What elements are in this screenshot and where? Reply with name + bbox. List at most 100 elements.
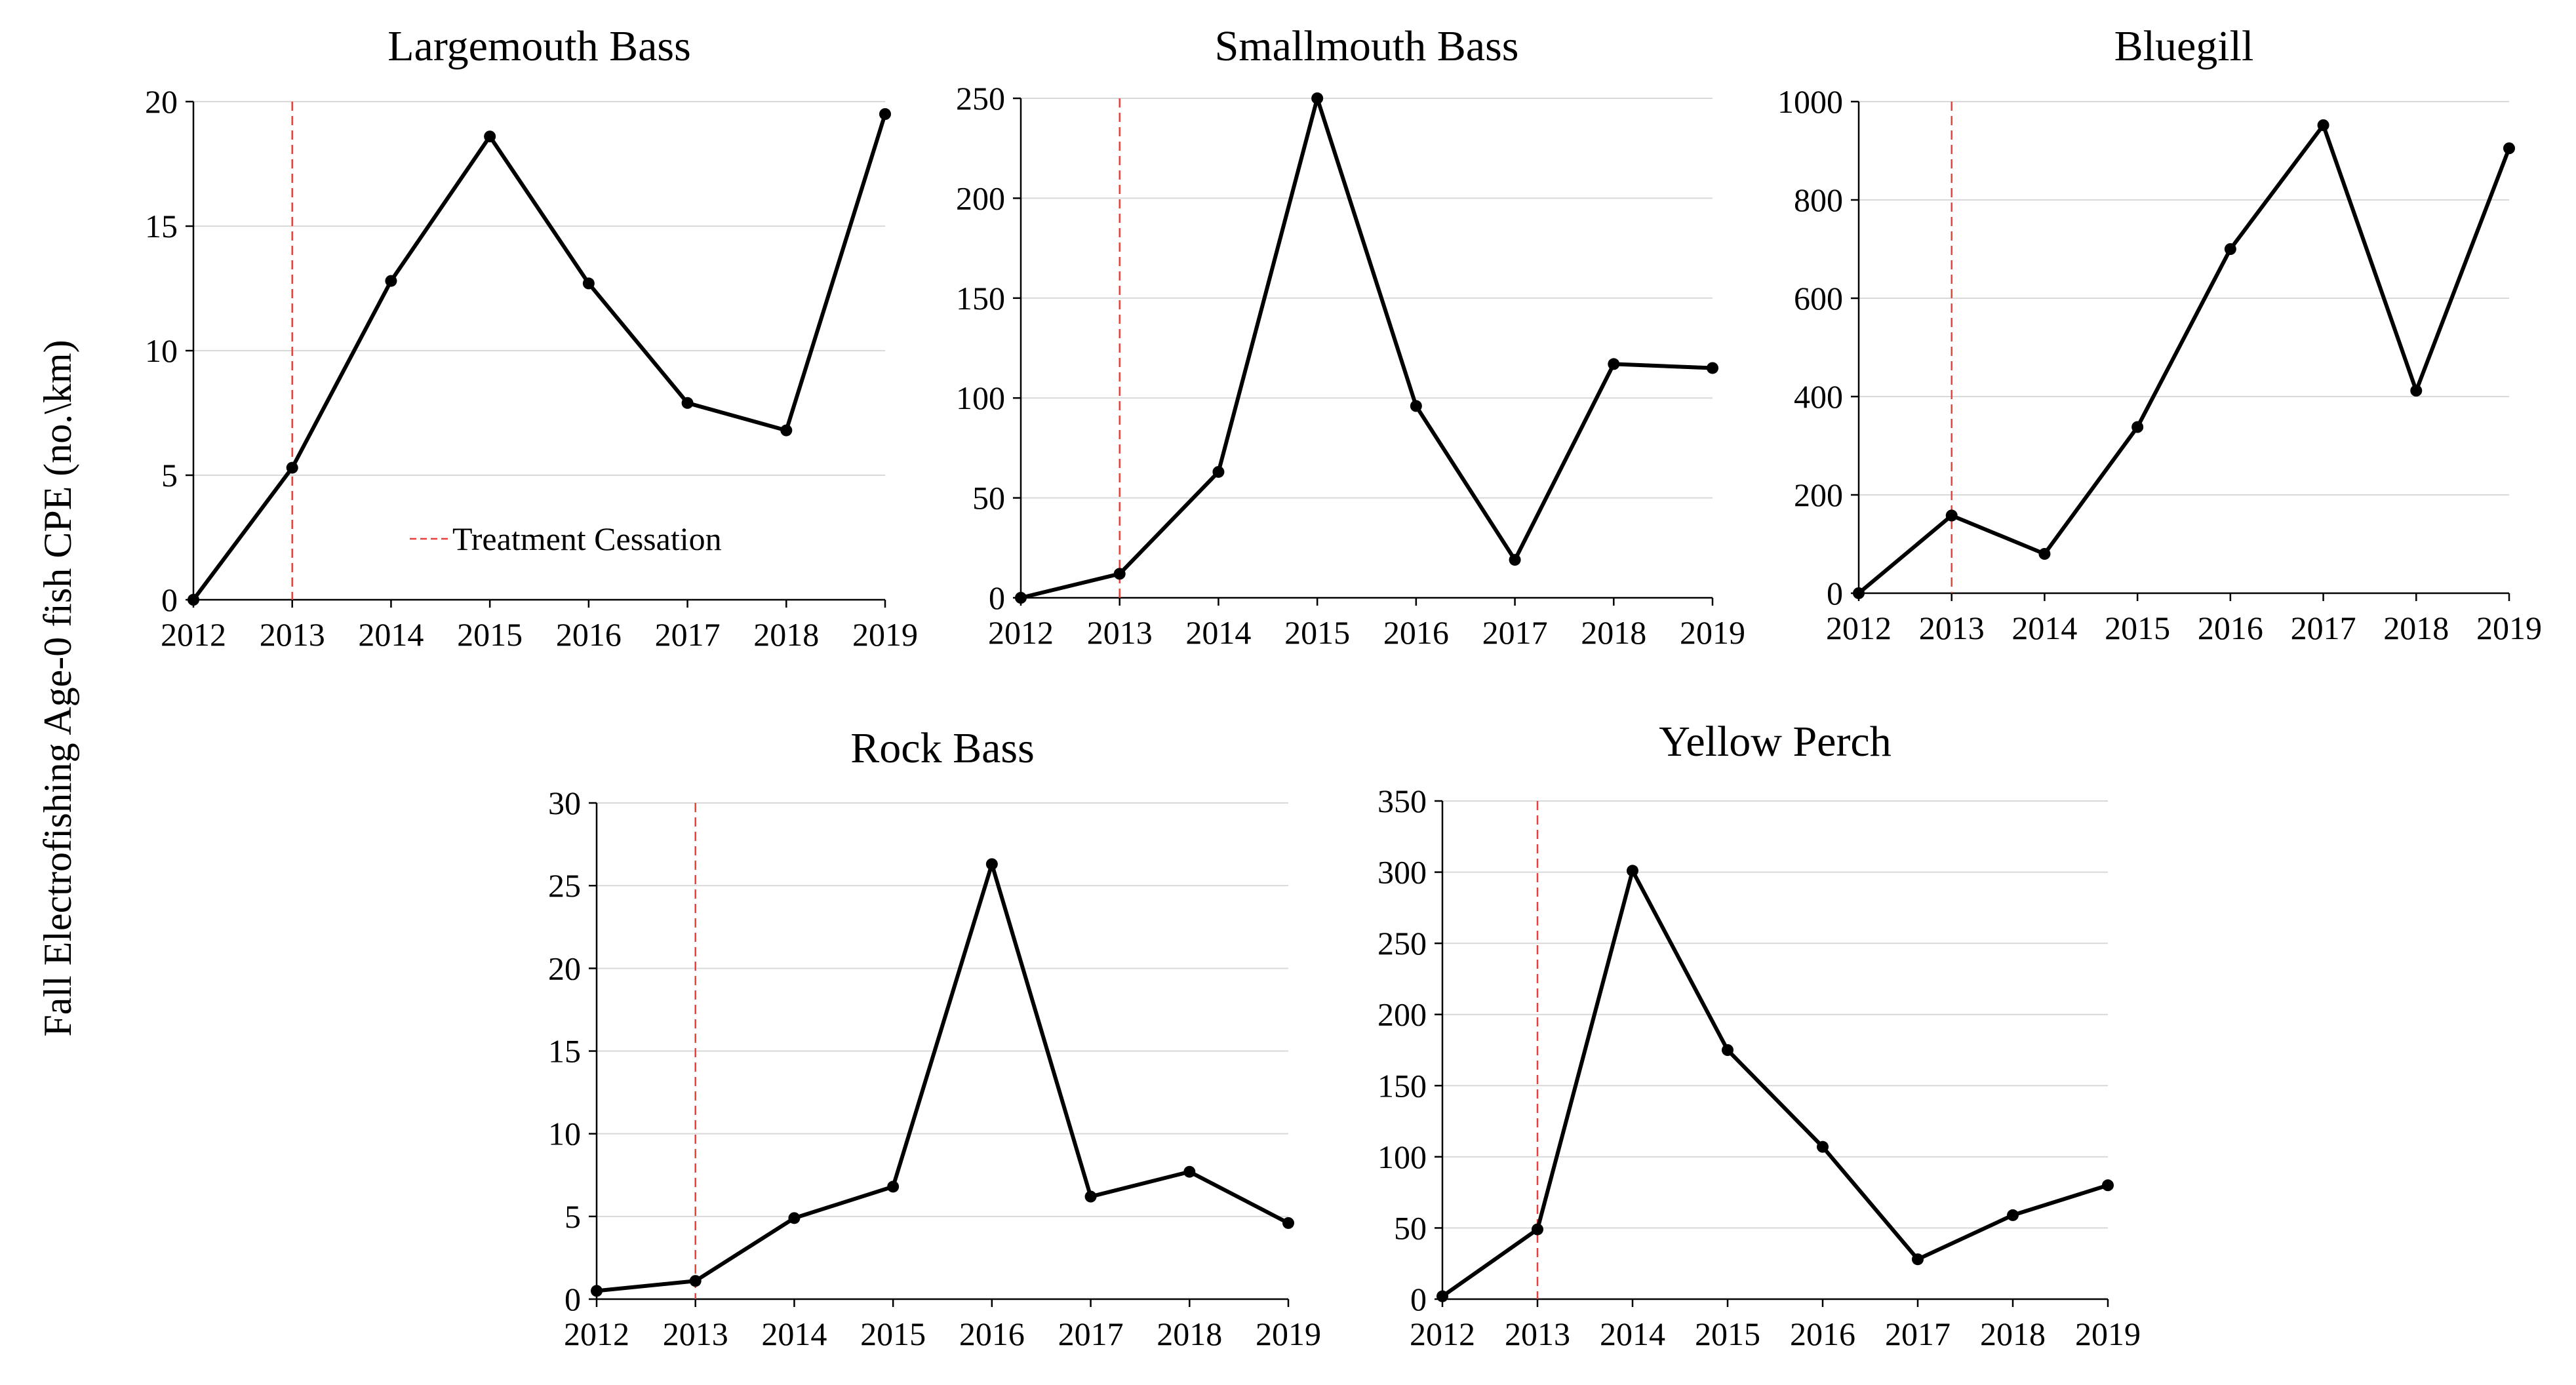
data-point xyxy=(681,397,694,409)
x-tick-label: 2013 xyxy=(260,616,325,653)
data-point xyxy=(1945,509,1958,522)
data-point xyxy=(689,1275,702,1287)
x-tick-label: 2018 xyxy=(1157,1316,1222,1352)
data-point xyxy=(2038,548,2051,560)
y-tick-label: 0 xyxy=(1827,575,1843,612)
chart-yellow-perch: 0 50 100 150 200 250 300 350 2012 2013 2014 2015 201… xyxy=(1377,718,2141,1352)
y-tick-label: 20 xyxy=(548,950,581,986)
chart-title: Rock Bass xyxy=(850,724,1035,772)
y-tick-label: 200 xyxy=(1377,996,1427,1033)
x-tick-label: 2017 xyxy=(1058,1316,1124,1352)
y-tick-label: 400 xyxy=(1794,378,1843,415)
data-point xyxy=(286,461,298,474)
legend-label: Treatment Cessation xyxy=(452,520,722,557)
x-tick-label: 2013 xyxy=(663,1316,728,1352)
data-point xyxy=(2224,243,2236,255)
x-tick-label: 2015 xyxy=(457,616,523,653)
data-point xyxy=(2007,1209,2019,1221)
data-point xyxy=(1817,1141,1829,1153)
data-point xyxy=(1311,92,1324,104)
y-tick-label: 150 xyxy=(956,280,1005,317)
y-tick-label: 5 xyxy=(565,1198,581,1235)
data-point xyxy=(1084,1190,1097,1203)
y-tick-label: 350 xyxy=(1377,783,1427,819)
y-tick-label: 50 xyxy=(1394,1209,1427,1246)
y-tick-label: 100 xyxy=(1377,1139,1427,1175)
legend: Treatment Cessation xyxy=(410,520,722,557)
y-tick-label: 20 xyxy=(145,83,178,120)
x-tick-label: 2012 xyxy=(1826,610,1892,646)
x-tick-label: 2014 xyxy=(358,616,424,653)
y-tick-label: 10 xyxy=(145,332,178,369)
data-point xyxy=(385,275,397,287)
y-tick-label: 15 xyxy=(145,208,178,244)
y-tick-label: 0 xyxy=(1410,1281,1427,1317)
y-tick-label: 150 xyxy=(1377,1067,1427,1104)
data-point xyxy=(1509,554,1521,566)
data-point xyxy=(1437,1290,1448,1302)
x-tick-label: 2017 xyxy=(2291,610,2356,646)
y-tick-label: 0 xyxy=(989,579,1005,616)
x-tick-label: 2012 xyxy=(1410,1316,1475,1352)
y-tick-label: 250 xyxy=(956,80,1005,117)
data-point xyxy=(1608,358,1620,370)
data-point xyxy=(1912,1253,1924,1266)
x-tick-label: 2015 xyxy=(1695,1316,1760,1352)
x-tick-label: 2019 xyxy=(1256,1316,1321,1352)
x-tick-label: 2016 xyxy=(1383,614,1449,651)
data-point xyxy=(1627,865,1638,877)
y-tick-label: 600 xyxy=(1794,280,1843,317)
chart-rock-bass: 0 5 10 15 20 25 30 2012 2013 2014 2015 2016 2017 2018… xyxy=(548,724,1321,1352)
data-point xyxy=(1015,592,1027,604)
chart-title: Bluegill xyxy=(2114,22,2254,70)
y-tick-label: 250 xyxy=(1377,925,1427,962)
data-point xyxy=(887,1180,900,1193)
x-tick-label: 2013 xyxy=(1505,1316,1570,1352)
x-tick-label: 2019 xyxy=(2476,610,2542,646)
data-point xyxy=(484,130,496,143)
series-line-bluegill xyxy=(1857,123,2511,595)
series-line-largemouth-bass xyxy=(191,113,887,601)
y-tick-label: 100 xyxy=(956,380,1005,416)
series-line-yellow-perch xyxy=(1441,868,2109,1298)
data-point xyxy=(2410,385,2423,397)
y-tick-label: 200 xyxy=(956,180,1005,216)
y-tick-label: 300 xyxy=(1377,854,1427,891)
data-point xyxy=(2102,1179,2114,1192)
x-tick-label: 2018 xyxy=(753,616,819,653)
x-tick-label: 2016 xyxy=(556,616,622,653)
x-tick-label: 2016 xyxy=(959,1316,1025,1352)
x-tick-label: 2012 xyxy=(988,614,1054,651)
data-point xyxy=(1183,1165,1196,1178)
chart-smallmouth-bass: 0 50 100 150 200 250 2012 2013 2014 2015 2016 2017 2… xyxy=(956,22,1745,651)
data-point xyxy=(1410,400,1422,412)
chart-bluegill: 0 200 400 600 800 1000 2012 2013 2014 2015 2016 201… xyxy=(1777,22,2542,646)
data-point xyxy=(1707,362,1718,374)
data-point xyxy=(1532,1223,1543,1236)
x-tick-label: 2015 xyxy=(1284,614,1350,651)
x-tick-label: 2014 xyxy=(761,1316,827,1352)
y-tick-label: 1000 xyxy=(1777,83,1843,120)
x-tick-label: 2019 xyxy=(2075,1316,2141,1352)
y-tick-label: 200 xyxy=(1794,477,1843,513)
x-tick-label: 2014 xyxy=(1185,614,1251,651)
chart-title: Smallmouth Bass xyxy=(1215,22,1519,70)
x-tick-label: 2019 xyxy=(852,616,918,653)
data-point xyxy=(985,858,998,870)
y-axis-label: Fall Electrofishing Age-0 fish CPE (no.\… xyxy=(36,340,79,1036)
y-tick-label: 800 xyxy=(1794,182,1843,218)
series-line-rock-bass xyxy=(596,862,1290,1293)
x-tick-label: 2016 xyxy=(1790,1316,1855,1352)
data-point xyxy=(788,1212,801,1224)
data-point xyxy=(879,108,891,120)
y-tick-label: 50 xyxy=(972,480,1005,517)
x-tick-label: 2013 xyxy=(1919,610,1985,646)
data-point xyxy=(1282,1217,1294,1229)
y-tick-label: 0 xyxy=(161,581,178,618)
x-tick-label: 2018 xyxy=(1980,1316,2046,1352)
x-tick-label: 2017 xyxy=(655,616,721,653)
x-tick-label: 2015 xyxy=(860,1316,926,1352)
x-tick-label: 2014 xyxy=(1600,1316,1665,1352)
